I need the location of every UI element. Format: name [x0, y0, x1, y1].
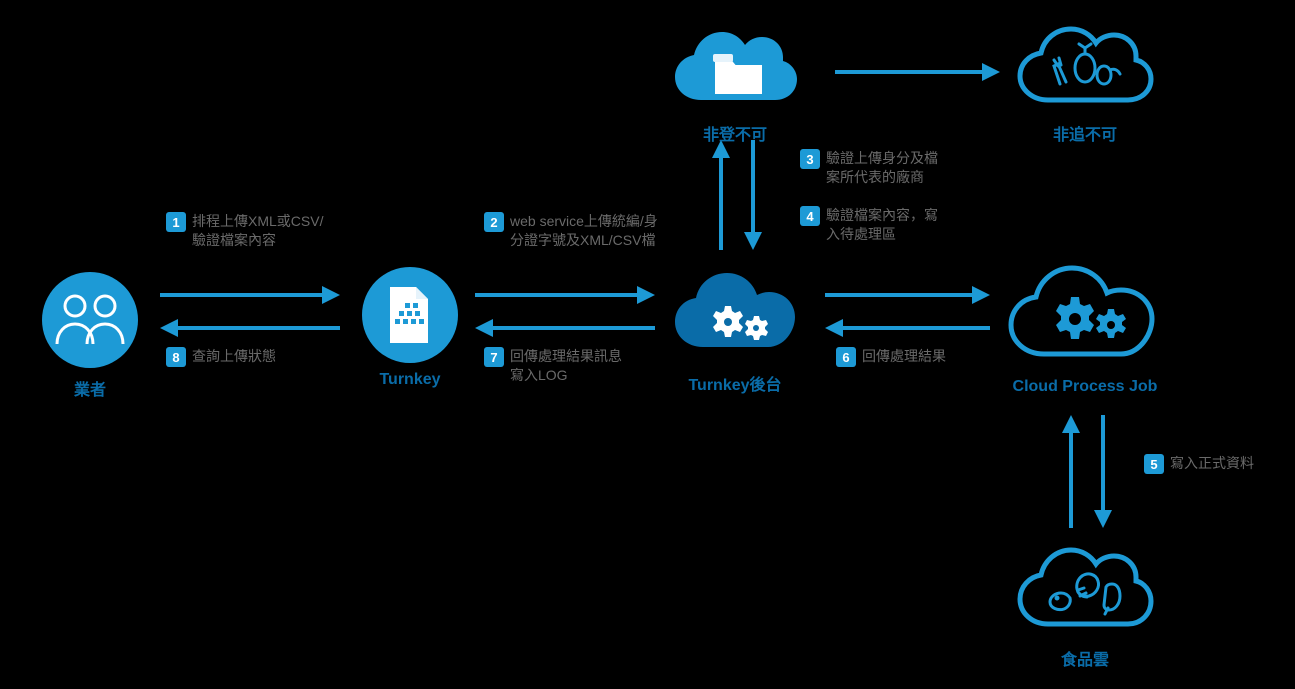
node-foodcloud: 食品雲: [1010, 540, 1160, 670]
cloud-folder-icon: [665, 20, 805, 115]
step-1-badge: 1: [166, 212, 186, 232]
node-trace-label: 非追不可: [1010, 121, 1160, 145]
step-1: 1 排程上傳XML或CSV/ 驗證檔案內容: [166, 212, 323, 250]
step-4-text: 驗證檔案內容，寫 入待處理區: [826, 206, 938, 244]
step-8-text: 查詢上傳狀態: [192, 347, 276, 366]
step-2-text: web service上傳統編/身 分證字號及XML/CSV檔: [510, 212, 658, 250]
step-3-badge: 3: [800, 149, 820, 169]
step-6: 6 回傳處理結果: [836, 347, 946, 367]
step-8-badge: 8: [166, 347, 186, 367]
step-2-badge: 2: [484, 212, 504, 232]
node-trace: 非追不可: [1010, 20, 1160, 145]
node-turnkey-label: Turnkey: [355, 371, 465, 389]
step-5-text: 寫入正式資料: [1170, 454, 1254, 473]
cloud-food-icon: [1010, 540, 1160, 640]
cloud-produce-icon: [1010, 20, 1160, 115]
step-5: 5 寫入正式資料: [1144, 454, 1254, 474]
node-backend-label: Turnkey後台: [665, 371, 805, 395]
node-reg: 非登不可: [665, 20, 805, 145]
cloud-gears-icon: [1000, 262, 1170, 372]
node-reg-label: 非登不可: [665, 121, 805, 145]
step-4: 4 驗證檔案內容，寫 入待處理區: [800, 206, 938, 244]
step-6-text: 回傳處理結果: [862, 347, 946, 366]
node-turnkey: Turnkey: [355, 265, 465, 389]
step-3-text: 驗證上傳身分及檔 案所代表的廠商: [826, 149, 938, 187]
step-6-badge: 6: [836, 347, 856, 367]
step-7: 7 回傳處理結果訊息 寫入LOG: [484, 347, 622, 385]
node-backend: Turnkey後台: [665, 265, 805, 395]
diagram-canvas: 業者 Turnkey Turnkey後台: [0, 0, 1295, 689]
node-user: 業者: [35, 270, 145, 400]
cloud-gears-dark-icon: [665, 265, 805, 365]
step-1-text: 排程上傳XML或CSV/ 驗證檔案內容: [192, 212, 323, 250]
step-2: 2 web service上傳統編/身 分證字號及XML/CSV檔: [484, 212, 658, 250]
node-user-label: 業者: [35, 376, 145, 400]
step-8: 8 查詢上傳狀態: [166, 347, 276, 367]
step-3: 3 驗證上傳身分及檔 案所代表的廠商: [800, 149, 938, 187]
document-data-icon: [355, 265, 465, 365]
node-cloudjob-label: Cloud Process Job: [1000, 378, 1170, 396]
step-5-badge: 5: [1144, 454, 1164, 474]
node-cloudjob: Cloud Process Job: [1000, 262, 1170, 396]
users-icon: [35, 270, 145, 370]
node-foodcloud-label: 食品雲: [1010, 646, 1160, 670]
step-4-badge: 4: [800, 206, 820, 226]
step-7-text: 回傳處理結果訊息 寫入LOG: [510, 347, 622, 385]
step-7-badge: 7: [484, 347, 504, 367]
